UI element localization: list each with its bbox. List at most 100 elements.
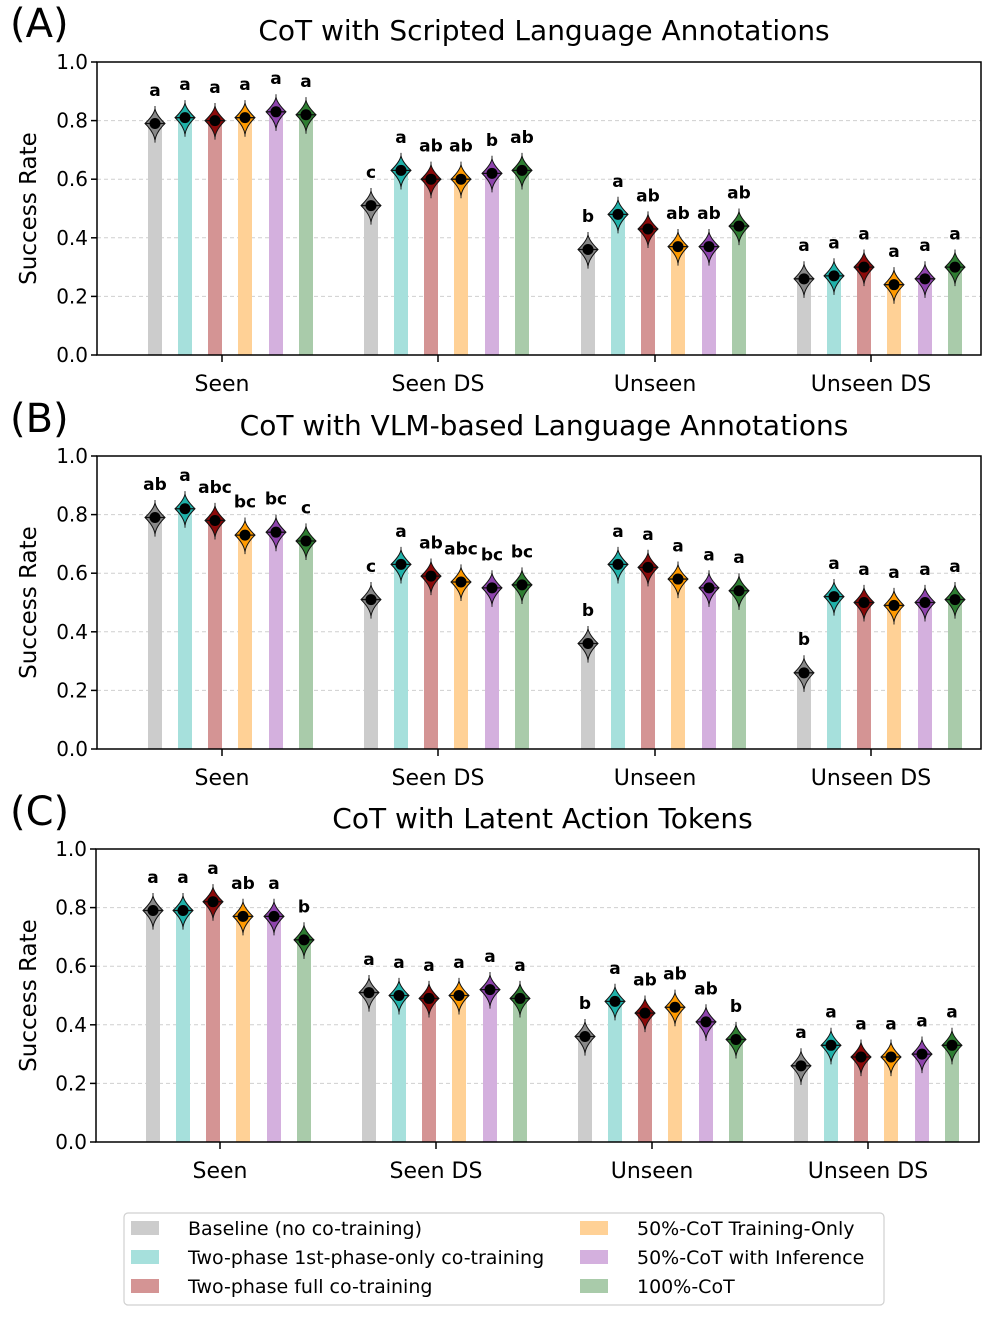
bar	[178, 508, 192, 749]
significance-letter: ab	[231, 874, 255, 894]
legend-label: 50%-CoT with Inference	[637, 1247, 864, 1269]
bar	[915, 1054, 929, 1142]
significance-letter: a	[179, 466, 190, 486]
significance-letter: ab	[727, 184, 751, 204]
mean-point	[270, 526, 282, 538]
x-tick-label: Seen DS	[392, 372, 485, 397]
bar	[827, 596, 841, 749]
bar	[857, 602, 871, 749]
significance-letter: a	[239, 75, 250, 95]
significance-letter: a	[179, 75, 190, 95]
significance-letter: a	[177, 868, 188, 888]
bar	[945, 1045, 959, 1142]
significance-letter: ab	[419, 137, 443, 157]
mean-point	[237, 910, 249, 922]
mean-point	[486, 582, 498, 594]
mean-point	[733, 585, 745, 597]
y-tick-label: 0.0	[56, 343, 88, 367]
bar	[824, 1045, 838, 1142]
mean-point	[703, 241, 715, 253]
legend-label: 100%-CoT	[637, 1276, 735, 1298]
bar	[948, 599, 962, 749]
mean-point	[365, 200, 377, 212]
mean-point	[730, 1033, 742, 1045]
bar	[485, 587, 499, 749]
y-tick-label: 0.2	[56, 678, 88, 702]
bar	[641, 567, 655, 749]
mean-point	[423, 992, 435, 1004]
mean-point	[949, 594, 961, 606]
legend-label: Two-phase 1st-phase-only co-training	[187, 1247, 544, 1269]
bar	[362, 992, 376, 1142]
bar	[146, 910, 160, 1142]
bar	[611, 564, 625, 749]
mean-point	[885, 1051, 897, 1063]
bar	[513, 998, 527, 1142]
y-tick-label: 0.6	[56, 167, 88, 191]
bar	[236, 916, 250, 1142]
mean-point	[514, 992, 526, 1004]
significance-letter: bc	[481, 545, 503, 565]
mean-point	[484, 984, 496, 996]
bar	[454, 581, 468, 749]
mean-point	[486, 167, 498, 179]
mean-point	[209, 115, 221, 127]
bar	[581, 643, 595, 749]
mean-point	[916, 1048, 928, 1060]
mean-point	[672, 241, 684, 253]
mean-point	[642, 561, 654, 573]
bar	[608, 1001, 622, 1142]
significance-letter: abc	[444, 539, 478, 559]
significance-letter: a	[919, 560, 930, 580]
bar	[732, 590, 746, 749]
mean-point	[270, 106, 282, 118]
bar	[732, 226, 746, 355]
mean-point	[177, 905, 189, 917]
y-tick-label: 0.8	[55, 896, 87, 920]
bar	[364, 205, 378, 355]
mean-point	[669, 1001, 681, 1013]
x-tick-label: Unseen DS	[811, 766, 931, 791]
legend-label: Two-phase full co-training	[187, 1276, 432, 1298]
significance-letter: ab	[449, 137, 473, 157]
significance-letter: bc	[511, 542, 533, 562]
mean-point	[455, 576, 467, 588]
significance-letter: a	[395, 522, 406, 542]
bar	[454, 179, 468, 355]
mean-point	[609, 995, 621, 1007]
x-tick-label: Seen DS	[392, 766, 485, 791]
y-tick-label: 0.6	[56, 561, 88, 585]
y-tick-label: 0.4	[55, 1013, 87, 1037]
significance-letter: ab	[143, 475, 167, 495]
legend-swatch	[580, 1221, 608, 1235]
mean-point	[393, 990, 405, 1001]
mean-point	[239, 529, 251, 541]
mean-point	[858, 261, 870, 273]
significance-letter: a	[484, 947, 495, 967]
x-tick-label: Seen	[195, 372, 250, 397]
significance-letter: a	[395, 128, 406, 148]
mean-point	[300, 535, 312, 547]
panel-title: CoT with Latent Action Tokens	[332, 802, 752, 835]
y-tick-label: 0.2	[56, 284, 88, 308]
mean-point	[298, 934, 310, 946]
bar	[424, 179, 438, 355]
mean-point	[828, 270, 840, 282]
y-tick-label: 1.0	[56, 50, 88, 74]
significance-letter: bc	[265, 490, 287, 510]
legend-label: Baseline (no co-training)	[188, 1218, 422, 1240]
mean-point	[733, 220, 745, 232]
plot-frame	[96, 455, 982, 750]
significance-letter: a	[919, 236, 930, 256]
y-tick-label: 1.0	[55, 837, 87, 861]
panel-label: (C)	[10, 789, 69, 835]
y-tick-label: 0.6	[55, 954, 87, 978]
significance-letter: a	[453, 953, 464, 973]
mean-point	[642, 223, 654, 235]
mean-point	[209, 514, 221, 526]
significance-letter: a	[363, 950, 374, 970]
bar	[178, 117, 192, 355]
significance-letter: a	[393, 953, 404, 973]
bar	[671, 246, 685, 355]
